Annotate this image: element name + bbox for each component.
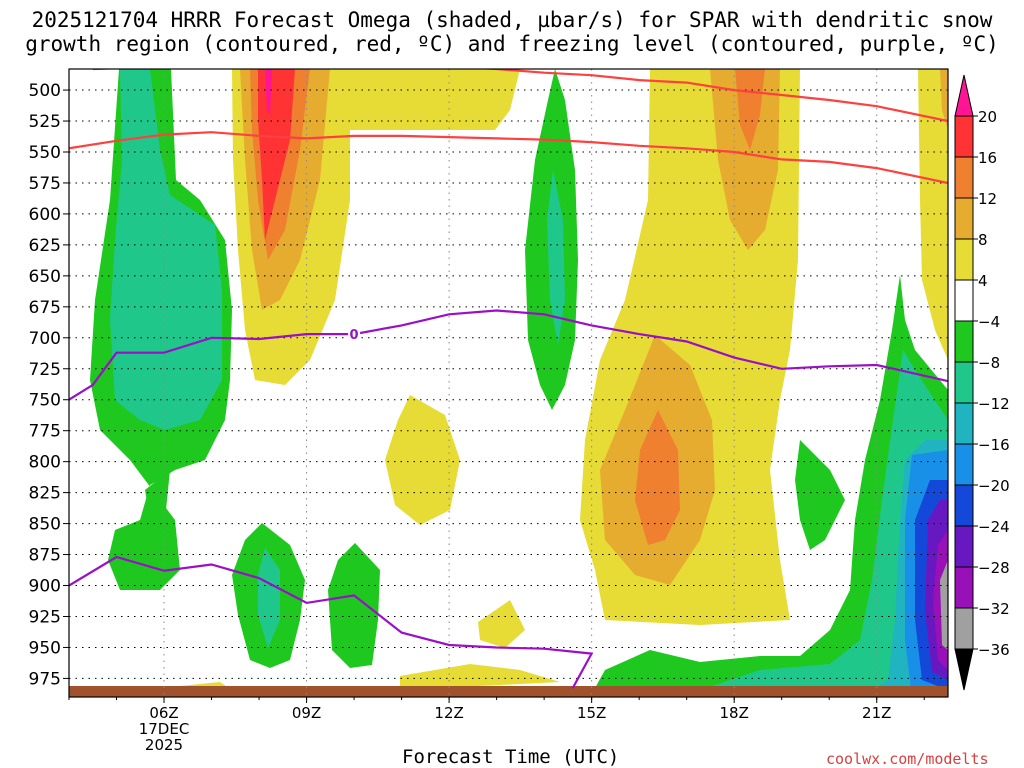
omega-region-teal-blob-08z [258, 548, 280, 648]
y-tick-label-500: 500 [29, 81, 61, 101]
colorbar-label-9: −20 [978, 477, 1010, 495]
colorbar-label-8: −16 [978, 436, 1010, 454]
omega-region-green-blob-10z [328, 543, 380, 668]
shaded-field [69, 69, 948, 697]
y-axis: 500 525 550 575 600 625 650 675 700 725 750 775 800 8… [29, 81, 69, 689]
omega-region-yellow-farright [918, 69, 948, 360]
omega-region-teal-left [110, 69, 222, 430]
omega-region-yellow-blob-11z [385, 395, 460, 525]
y-tick-label-575: 575 [29, 174, 61, 194]
omega-region-yellow-top [350, 69, 520, 130]
y-tick-label-625: 625 [29, 236, 61, 256]
colorbar-swatch-6 [954, 320, 974, 363]
y-tick-label-700: 700 [29, 329, 61, 349]
colorbar-label-10: −24 [978, 518, 1010, 536]
colorbar-top-triangle [954, 74, 974, 117]
colorbar-swatch-5 [954, 279, 974, 322]
x-tick-label-15Z: 15Z [577, 704, 606, 722]
contour-dendritic-lower [69, 131, 948, 185]
x-tick-label-12Z: 12Z [434, 704, 463, 722]
colorbar-swatch-2 [954, 156, 974, 199]
omega-region-teal-bottomright [680, 350, 948, 697]
y-tick-label-950: 950 [29, 638, 61, 658]
credit-link[interactable]: coolwx.com/modelts [826, 750, 989, 768]
colorbar-swatch-9 [954, 443, 974, 486]
colorbar-label-1: 16 [978, 149, 997, 167]
colorbar-swatch-13 [954, 607, 974, 650]
omega-region-red-08z [258, 69, 295, 240]
y-tick-label-725: 725 [29, 360, 61, 380]
omega-region-magenta-08z [265, 69, 272, 115]
x-tick-label-06Z: 06Z [149, 704, 178, 722]
colorbar-swatch-10 [954, 484, 974, 527]
x-tick-year: 2025 [145, 736, 183, 754]
omega-region-gold-farright [940, 69, 948, 130]
colorbar-label-3: 8 [978, 231, 988, 249]
colorbar-label-11: −28 [978, 559, 1010, 577]
y-tick-label-600: 600 [29, 205, 61, 225]
colorbar-swatch-3 [954, 197, 974, 240]
contours: 0 [69, 69, 948, 689]
colorbar-label-7: −12 [978, 395, 1010, 413]
ground-strip [69, 686, 948, 697]
colorbar-label-12: −32 [978, 600, 1010, 618]
colorbar: 20 16 12 8 4 −4 −8 −12 −16 −20 −24 −28 −32 −36 [954, 74, 1010, 691]
contour-label-bg [348, 326, 361, 343]
colorbar-swatch-7 [954, 361, 974, 404]
y-tick-label-675: 675 [29, 298, 61, 318]
omega-region-orange-right-mid [635, 410, 680, 545]
colorbar-label-0: 20 [978, 108, 997, 126]
y-tick-label-775: 775 [29, 422, 61, 442]
colorbar-swatch-1 [954, 115, 974, 158]
grid [69, 69, 948, 697]
contour-freezing-level-upper [69, 309, 948, 401]
y-tick-label-825: 825 [29, 484, 61, 504]
omega-region-green-bottomright [590, 275, 948, 697]
omega-region-yellow-blob-13z [478, 600, 525, 648]
y-tick-label-650: 650 [29, 267, 61, 287]
y-tick-label-900: 900 [29, 577, 61, 597]
chart-title-line2: growth region (contoured, red, ºC) and f… [25, 32, 999, 56]
colorbar-label-4: 4 [978, 272, 988, 290]
omega-region-gold-right-upper [710, 69, 780, 250]
x-tick-label-18Z: 18Z [720, 704, 749, 722]
colorbar-swatch-11 [954, 525, 974, 568]
chart-title-line1: 2025121704 HRRR Forecast Omega (shaded, … [31, 8, 993, 32]
y-tick-label-850: 850 [29, 515, 61, 535]
colorbar-label-6: −8 [978, 354, 1000, 372]
y-tick-label-975: 975 [29, 669, 61, 689]
omega-region-grey-bottomright [940, 560, 948, 650]
contour-label-freezing-level-upper: 0 [350, 328, 359, 343]
contour-freezing-level-lower [69, 555, 594, 689]
omega-region-yellow-blob-12z [400, 664, 560, 690]
y-tick-label-875: 875 [29, 546, 61, 566]
contour-dendritic-upper [92, 69, 948, 123]
colorbar-swatch-12 [954, 566, 974, 609]
colorbar-label-5: −4 [978, 313, 1000, 331]
colorbar-swatch-4 [954, 238, 974, 281]
x-tick-date: 17DEC [139, 720, 190, 738]
omega-region-orange-right-upper [735, 69, 765, 150]
y-tick-label-925: 925 [29, 607, 61, 627]
y-tick-label-550: 550 [29, 143, 61, 163]
y-tick-label-800: 800 [29, 453, 61, 473]
colorbar-swatch-8 [954, 402, 974, 445]
colorbar-label-2: 12 [978, 190, 997, 208]
omega-region-green-blob-19z [795, 440, 845, 550]
x-tick-label-21Z: 21Z [862, 704, 891, 722]
x-tick-label-09Z: 09Z [292, 704, 321, 722]
colorbar-bottom-triangle [954, 648, 974, 691]
plot-frame [68, 68, 949, 698]
x-axis-label: Forecast Time (UTC) [402, 746, 620, 768]
y-tick-label-750: 750 [29, 391, 61, 411]
y-tick-label-525: 525 [29, 112, 61, 132]
omega-region-green-left-lobe [145, 470, 170, 520]
colorbar-label-13: −36 [978, 641, 1010, 659]
